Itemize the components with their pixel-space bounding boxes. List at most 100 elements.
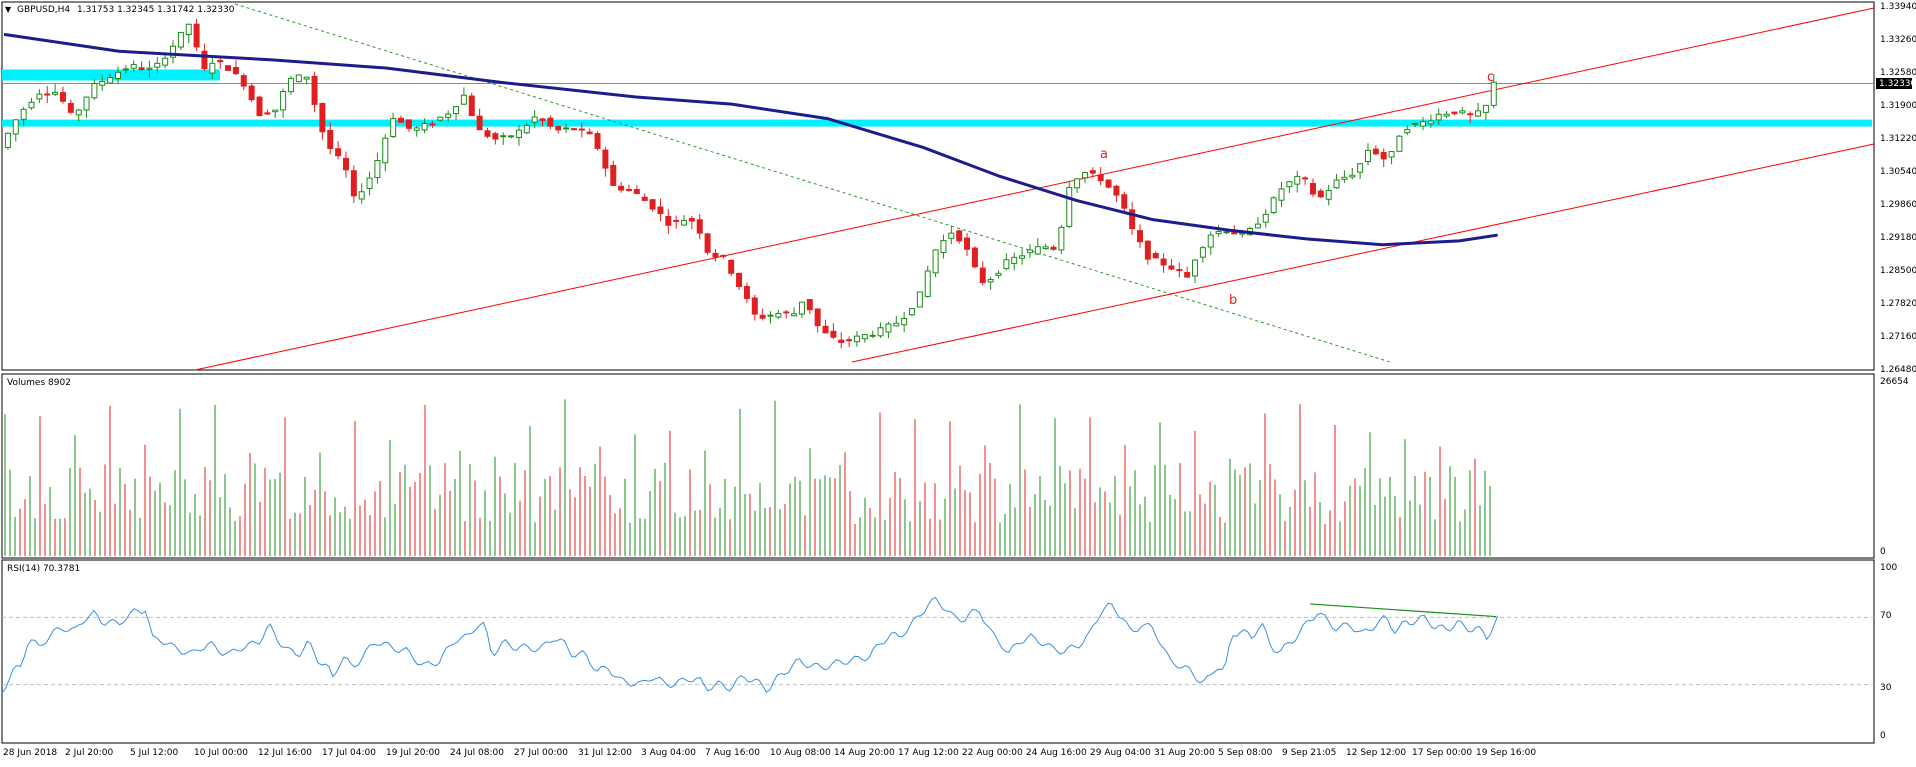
candle-body <box>1019 255 1026 259</box>
candle-body <box>806 299 813 311</box>
wave-label-c: c <box>1487 70 1494 85</box>
candle-body <box>869 334 876 337</box>
candle-body <box>4 132 11 149</box>
candle-body <box>185 23 192 36</box>
candle-body <box>1435 113 1442 121</box>
candle-body <box>280 90 287 111</box>
candle-body <box>610 164 617 186</box>
volume-pane[interactable] <box>1 373 1875 559</box>
time-tick: 24 Jul 08:00 <box>450 748 504 758</box>
candle-body <box>460 94 467 105</box>
candle-body <box>453 106 460 115</box>
candle-body <box>350 170 357 197</box>
time-tick: 19 Sep 16:00 <box>1476 748 1536 758</box>
time-tick: 17 Jul 04:00 <box>322 748 376 758</box>
candle-body <box>1215 230 1222 235</box>
candle-body <box>846 339 853 342</box>
candle-body <box>641 196 648 201</box>
candle-body <box>225 65 232 71</box>
time-tick: 3 Aug 04:00 <box>641 748 696 758</box>
symbol-menu-icon[interactable]: ▼ <box>5 5 12 14</box>
candle-body <box>932 249 939 274</box>
candle-body <box>563 127 570 130</box>
candle-body <box>1490 81 1497 106</box>
candle-body <box>154 62 161 68</box>
candle-body <box>736 272 743 287</box>
candle-body <box>256 96 263 117</box>
candle-body <box>413 127 420 131</box>
candle-body <box>311 75 318 105</box>
candle-body <box>901 317 908 326</box>
candle-body <box>759 314 766 319</box>
time-tick: 19 Jul 20:00 <box>386 748 440 758</box>
candle-body <box>877 327 884 337</box>
candle-body <box>91 83 98 99</box>
candle-body <box>36 93 43 100</box>
rsi-divergence-line <box>1309 603 1497 618</box>
candle-body <box>1372 148 1379 155</box>
candle-body <box>44 93 51 96</box>
rsi-tick: 100 <box>1880 563 1897 573</box>
current-price-label: 1.32330 <box>1879 79 1916 89</box>
candle-body <box>1278 188 1285 201</box>
candle-body <box>728 259 735 274</box>
candle-body <box>1380 151 1387 160</box>
candle-body <box>586 131 593 135</box>
price-pane[interactable] <box>1 1 1875 371</box>
wave-label-b: b <box>1229 293 1237 308</box>
candle-body <box>382 137 389 164</box>
time-tick: 5 Sep 08:00 <box>1218 748 1273 758</box>
candle-body <box>924 270 931 297</box>
rsi-label: RSI(14) 70.3781 <box>7 564 80 574</box>
candle-body <box>1192 259 1199 277</box>
candle-body <box>618 185 625 191</box>
price-tick: 1.27820 <box>1880 299 1916 309</box>
candle-body <box>358 191 365 200</box>
candle-body <box>67 102 74 113</box>
rsi-pane[interactable] <box>1 559 1875 744</box>
candle-body <box>1184 272 1191 278</box>
candle-body <box>295 74 302 83</box>
time-tick: 24 Aug 16:00 <box>1026 748 1087 758</box>
rsi-tick: 0 <box>1880 731 1886 741</box>
candle-body <box>625 189 632 192</box>
candle-body <box>971 247 978 268</box>
candle-body <box>264 112 271 115</box>
candle-body <box>28 101 35 109</box>
candle-body <box>1412 122 1419 125</box>
candle-body <box>1459 110 1466 114</box>
time-tick: 12 Sep 12:00 <box>1346 748 1406 758</box>
candle-body <box>838 339 845 343</box>
candle-body <box>476 115 483 131</box>
candle-body <box>130 63 137 69</box>
candle-body <box>1420 121 1427 127</box>
candle-body <box>791 313 798 317</box>
channel-lower-line <box>851 143 1875 363</box>
time-tick: 10 Aug 08:00 <box>770 748 831 758</box>
candle-body <box>1152 253 1159 259</box>
time-tick: 29 Aug 04:00 <box>1090 748 1151 758</box>
candle-body <box>398 117 405 123</box>
candle-body <box>995 272 1002 276</box>
candle-body <box>1482 104 1489 113</box>
candle-body <box>1050 246 1057 250</box>
price-tick: 1.31900 <box>1880 101 1916 111</box>
candle-body <box>594 133 601 149</box>
candle-body <box>1333 179 1340 189</box>
candle-body <box>1026 249 1033 254</box>
candle-body <box>1404 129 1411 134</box>
candle-body <box>1129 209 1136 230</box>
candle-body <box>209 62 216 74</box>
candle-body <box>1168 265 1175 270</box>
time-tick: 9 Sep 21:05 <box>1282 748 1336 758</box>
candle-body <box>775 313 782 318</box>
candle-body <box>649 199 656 210</box>
rsi-layer <box>1 596 1874 694</box>
candle-body <box>1467 113 1474 116</box>
candle-body <box>319 103 326 133</box>
support-zone <box>2 119 1872 127</box>
rsi-tick: 70 <box>1880 611 1892 621</box>
ohlc-values: 1.31753 1.32345 1.31742 1.32330 <box>77 5 235 15</box>
time-axis: 28 Jun 2018 2 Jul 20:00 5 Jul 12:00 10 J… <box>3 748 1536 758</box>
candle-body <box>1364 149 1371 162</box>
